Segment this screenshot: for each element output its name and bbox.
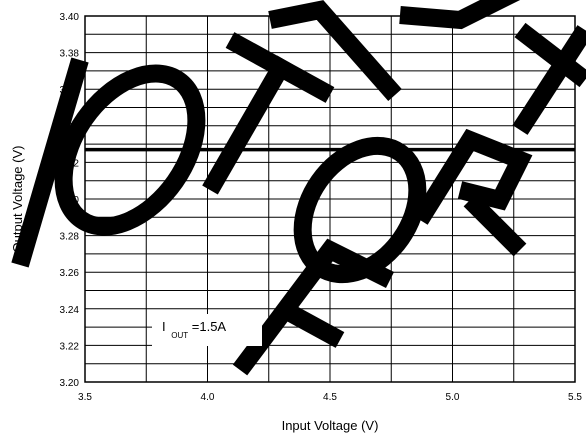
grid bbox=[85, 16, 575, 382]
x-tick-label: 5.5 bbox=[568, 392, 582, 403]
y-tick-label: 3.28 bbox=[60, 232, 80, 243]
annotation-rest: =1.5A bbox=[192, 319, 227, 334]
y-tick-label: 3.34 bbox=[60, 122, 80, 133]
x-axis-label: Input Voltage (V) bbox=[282, 418, 379, 433]
y-tick-label: 3.40 bbox=[60, 12, 80, 23]
y-tick-labels: 3.20 3.22 3.24 3.26 3.28 3.30 3.32 3.34 3.36 3.38… bbox=[60, 12, 80, 389]
y-tick-label: 3.24 bbox=[60, 305, 80, 316]
y-tick-label: 3.36 bbox=[60, 85, 80, 96]
y-tick-label: 3.26 bbox=[60, 268, 80, 279]
y-tick-label: 3.20 bbox=[60, 378, 80, 389]
y-tick-label: 3.32 bbox=[60, 158, 80, 169]
x-tick-label: 4.5 bbox=[323, 392, 337, 403]
y-tick-label: 3.38 bbox=[60, 49, 80, 60]
watermark bbox=[11, 0, 586, 376]
y-tick-label: 3.30 bbox=[60, 195, 80, 206]
annotation-label: I OUT =1.5A bbox=[162, 319, 226, 341]
annotation-main: I bbox=[162, 319, 166, 334]
y-tick-label: 3.22 bbox=[60, 341, 80, 352]
x-tick-labels: 3.5 4.0 4.5 5.0 5.5 bbox=[78, 392, 582, 403]
y-axis-label: Output Voltage (V) bbox=[10, 146, 25, 253]
x-tick-label: 3.5 bbox=[78, 392, 92, 403]
annotation-sub: OUT bbox=[171, 331, 188, 340]
x-tick-label: 5.0 bbox=[446, 392, 460, 403]
x-tick-label: 4.0 bbox=[201, 392, 215, 403]
annotation-bg bbox=[152, 314, 262, 346]
